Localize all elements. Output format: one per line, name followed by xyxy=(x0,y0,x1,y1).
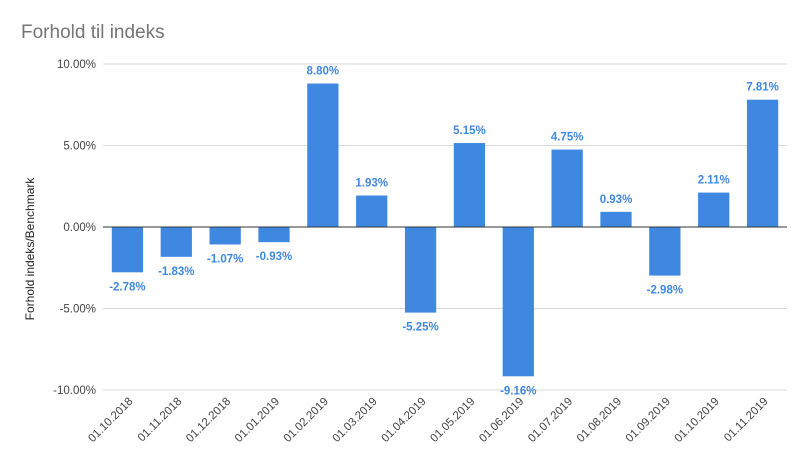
bar xyxy=(649,227,681,276)
data-label: 7.81% xyxy=(746,82,779,94)
data-label: -2.98% xyxy=(647,285,683,297)
bar xyxy=(160,227,192,257)
y-tick-label: -10.00% xyxy=(53,385,96,397)
x-tick-label: 01.01.2019 xyxy=(233,396,282,445)
bar xyxy=(502,227,534,377)
data-label: -1.07% xyxy=(207,253,243,265)
gridlines xyxy=(103,63,787,391)
data-label: 2.11% xyxy=(698,175,730,187)
data-label: -0.93% xyxy=(256,251,292,263)
x-tick-labels: 01.10.2018 01.11.2018 01.12.2018 01.01.2019… xyxy=(86,396,770,445)
y-tick-label: -5.00% xyxy=(60,304,96,316)
data-label: 1.93% xyxy=(355,178,388,190)
bar xyxy=(746,99,779,227)
bar xyxy=(453,143,486,227)
x-tick-label: 01.04.2019 xyxy=(380,396,429,445)
x-tick-label: 01.10.2019 xyxy=(673,396,722,445)
bar xyxy=(258,227,290,243)
data-label: 8.80% xyxy=(307,66,340,78)
data-label: -1.83% xyxy=(158,266,194,278)
bars xyxy=(111,83,779,377)
bar xyxy=(600,211,632,227)
data-label: -9.16% xyxy=(500,385,536,397)
y-axis-label: Forhold indeks/Benchmark xyxy=(23,177,37,321)
x-tick-label: 01.05.2019 xyxy=(428,396,477,445)
x-tick-label: 01.07.2019 xyxy=(526,396,575,445)
bar xyxy=(111,227,144,273)
data-label: 0.93% xyxy=(600,194,633,206)
x-tick-label: 01.10.2018 xyxy=(86,396,135,445)
bar xyxy=(209,227,241,245)
chart-title: Forhold til indeks xyxy=(21,22,165,43)
data-label: 5.15% xyxy=(453,125,486,137)
x-tick-label: 01.06.2019 xyxy=(477,396,526,445)
bar xyxy=(698,192,730,227)
bar xyxy=(404,227,437,313)
bar xyxy=(356,195,388,227)
x-tick-label: 01.02.2019 xyxy=(282,396,331,445)
bar xyxy=(551,149,583,227)
y-tick-label: 10.00% xyxy=(57,59,96,71)
x-tick-label: 01.09.2019 xyxy=(624,396,673,445)
y-tick-labels: 10.00% 5.00% 0.00% -5.00% -10.00% xyxy=(53,59,96,397)
x-tick-label: 01.12.2018 xyxy=(184,396,233,445)
y-tick-label: 5.00% xyxy=(63,141,96,153)
data-label: -2.78% xyxy=(109,281,145,293)
data-label: -5.25% xyxy=(402,322,438,334)
x-tick-label: 01.08.2019 xyxy=(575,396,624,445)
x-tick-label: 01.03.2019 xyxy=(331,396,380,445)
bar xyxy=(307,83,339,227)
x-tick-label: 01.11.2019 xyxy=(722,396,771,445)
data-labels: -2.78% -1.83% -1.07% -0.93% 8.80% 1.93% -5.25%… xyxy=(109,66,779,398)
data-label: 4.75% xyxy=(551,132,584,144)
y-tick-label: 0.00% xyxy=(63,222,96,234)
x-tick-label: 01.11.2018 xyxy=(136,396,185,445)
